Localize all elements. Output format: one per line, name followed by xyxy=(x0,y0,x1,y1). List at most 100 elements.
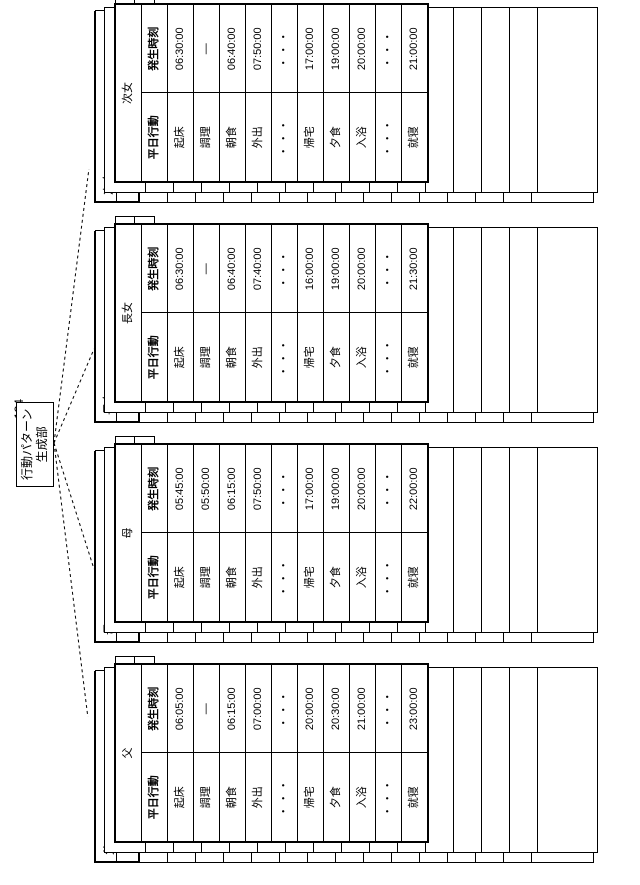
time-cell: 23:00:00 xyxy=(402,665,428,754)
activity-cell: 入浴 xyxy=(350,93,376,182)
table-row: 夕食19:00:00 xyxy=(324,445,350,622)
activity-cell: 朝食 xyxy=(220,533,246,622)
activity-cell: ・・・ xyxy=(376,533,402,622)
time-cell: 19:00:00 xyxy=(324,5,350,94)
activity-cell: 夕食 xyxy=(324,313,350,402)
time-cell: 06:30:00 xyxy=(168,5,194,94)
table-row: 夕食19:00:00 xyxy=(324,225,350,402)
table-row: 起床06:30:00 xyxy=(168,5,194,182)
activity-cell: 帰宅 xyxy=(298,313,324,402)
reference-label-1: 行動パターン xyxy=(20,409,34,480)
time-cell: ・・・ xyxy=(272,225,298,314)
time-cell: ・・・ xyxy=(272,5,298,94)
table-row: 朝食06:15:00 xyxy=(220,445,246,622)
time-cell: 06:30:00 xyxy=(168,225,194,314)
table-row: 就寝23:00:00 xyxy=(402,665,428,842)
col-header-activity: 平日行動 xyxy=(142,313,168,402)
fanout-lines xyxy=(54,169,94,717)
activity-cell: 外出 xyxy=(246,753,272,842)
table-row: 起床06:05:00 xyxy=(168,665,194,842)
person-table: 長女平日行動発生時刻起床06:30:00調理—朝食06:40:00外出07:40… xyxy=(114,223,429,403)
time-cell: 19:00:00 xyxy=(324,225,350,314)
col-header-time: 発生時刻 xyxy=(142,665,168,754)
table-row: 調理— xyxy=(194,5,220,182)
activity-cell: ・・・ xyxy=(272,753,298,842)
activity-cell: 調理 xyxy=(194,533,220,622)
table-row: 朝食06:40:00 xyxy=(220,225,246,402)
col-header-activity: 平日行動 xyxy=(142,533,168,622)
time-cell: 21:00:00 xyxy=(350,665,376,754)
activity-cell: 外出 xyxy=(246,313,272,402)
time-cell: 07:50:00 xyxy=(246,445,272,534)
table-row: 起床06:30:00 xyxy=(168,225,194,402)
activity-cell: 調理 xyxy=(194,93,220,182)
activity-cell: 調理 xyxy=(194,313,220,402)
time-cell: 20:00:00 xyxy=(298,665,324,754)
table-row: ・・・・・・ xyxy=(272,445,298,622)
time-cell: 07:40:00 xyxy=(246,225,272,314)
table-row: 外出07:50:00 xyxy=(246,445,272,622)
activity-cell: 起床 xyxy=(168,533,194,622)
table-row: 調理— xyxy=(194,225,220,402)
person-name: 長女 xyxy=(116,225,142,402)
time-cell: 06:40:00 xyxy=(220,5,246,94)
activity-cell: 朝食 xyxy=(220,93,246,182)
activity-cell: 帰宅 xyxy=(298,533,324,622)
table-row: 外出07:00:00 xyxy=(246,665,272,842)
activity-cell: ・・・ xyxy=(272,533,298,622)
activity-cell: ・・・ xyxy=(376,313,402,402)
table-row: 朝食06:40:00 xyxy=(220,5,246,182)
table-row: ・・・・・・ xyxy=(376,445,402,622)
activity-cell: 入浴 xyxy=(350,753,376,842)
activity-cell: ・・・ xyxy=(376,93,402,182)
activity-cell: 夕食 xyxy=(324,753,350,842)
activity-cell: 就寝 xyxy=(402,753,428,842)
time-cell: 19:00:00 xyxy=(324,445,350,534)
time-cell: 07:50:00 xyxy=(246,5,272,94)
time-cell: ・・・ xyxy=(376,225,402,314)
table-row: 入浴20:00:00 xyxy=(350,5,376,182)
table-row: 帰宅16:00:00 xyxy=(298,225,324,402)
col-header-activity: 平日行動 xyxy=(142,753,168,842)
person-table: 父平日行動発生時刻起床06:05:00調理—朝食06:15:00外出07:00:… xyxy=(114,663,429,843)
time-cell: 21:00:00 xyxy=(402,5,428,94)
time-cell: 20:00:00 xyxy=(350,5,376,94)
activity-cell: ・・・ xyxy=(376,753,402,842)
activity-cell: 起床 xyxy=(168,753,194,842)
table-row: 起床05:45:00 xyxy=(168,445,194,622)
time-cell: 06:15:00 xyxy=(220,665,246,754)
time-cell: 06:15:00 xyxy=(220,445,246,534)
time-cell: 20:00:00 xyxy=(350,225,376,314)
activity-cell: ・・・ xyxy=(272,93,298,182)
table-row: 夕食20:30:00 xyxy=(324,665,350,842)
table-row: 帰宅20:00:00 xyxy=(298,665,324,842)
table-row: 朝食06:15:00 xyxy=(220,665,246,842)
table-row: 就寝21:30:00 xyxy=(402,225,428,402)
time-cell: ・・・ xyxy=(272,665,298,754)
person-name: 次女 xyxy=(116,5,142,182)
activity-cell: 就寝 xyxy=(402,533,428,622)
table-row: 調理— xyxy=(194,665,220,842)
time-cell: ・・・ xyxy=(376,665,402,754)
time-cell: 17:00:00 xyxy=(298,5,324,94)
time-cell: 22:00:00 xyxy=(402,445,428,534)
person-name: 母 xyxy=(116,445,142,622)
reference-label-2: 生成部 xyxy=(35,426,49,462)
table-row: 夕食19:00:00 xyxy=(324,5,350,182)
table-row: 外出07:50:00 xyxy=(246,5,272,182)
table-row: ・・・・・・ xyxy=(272,5,298,182)
table-row: ・・・・・・ xyxy=(272,665,298,842)
time-cell: ・・・ xyxy=(272,445,298,534)
reference-box: 行動パターン 生成部 xyxy=(16,402,54,487)
col-header-time: 発生時刻 xyxy=(142,225,168,314)
table-row: 入浴20:00:00 xyxy=(350,225,376,402)
activity-cell: 就寝 xyxy=(402,93,428,182)
activity-cell: 朝食 xyxy=(220,753,246,842)
activity-cell: 入浴 xyxy=(350,313,376,402)
time-cell: 07:00:00 xyxy=(246,665,272,754)
table-row: 帰宅17:00:00 xyxy=(298,5,324,182)
activity-cell: 起床 xyxy=(168,93,194,182)
activity-cell: 起床 xyxy=(168,313,194,402)
col-header-time: 発生時刻 xyxy=(142,445,168,534)
person-table: 次女平日行動発生時刻起床06:30:00調理—朝食06:40:00外出07:50… xyxy=(114,3,429,183)
